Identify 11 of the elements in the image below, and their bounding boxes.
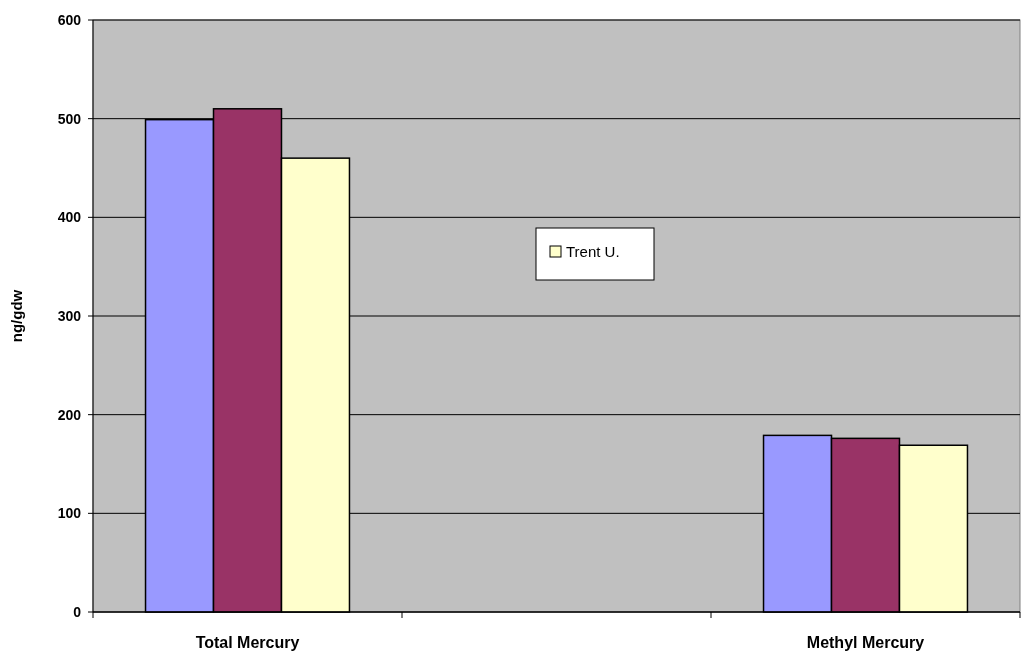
y-axis-title: ng/gdw xyxy=(8,289,25,343)
y-tick-label: 400 xyxy=(57,209,82,226)
x-tick-label: Total Mercury xyxy=(195,634,300,651)
legend-label: Trent U. xyxy=(566,243,620,260)
y-tick-label: 200 xyxy=(57,406,82,423)
y-tick-label: 0 xyxy=(73,603,82,620)
y-tick-label: 500 xyxy=(57,110,82,127)
y-tick-label: 600 xyxy=(57,11,82,28)
x-tick-label: Methyl Mercury xyxy=(806,634,925,651)
y-tick-label: 300 xyxy=(57,307,82,324)
y-tick-label: 100 xyxy=(57,505,82,522)
